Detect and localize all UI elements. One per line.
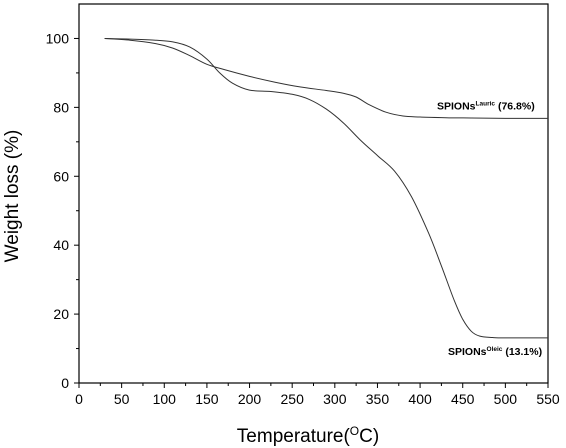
y-tick-label: 0 bbox=[61, 375, 69, 391]
y-tick-label: 100 bbox=[46, 30, 70, 46]
x-tick-label: 150 bbox=[195, 391, 219, 407]
y-tick-label: 60 bbox=[53, 168, 69, 184]
y-tick-label: 80 bbox=[53, 99, 69, 115]
x-tick-label: 0 bbox=[75, 391, 83, 407]
x-tick-label: 350 bbox=[366, 391, 390, 407]
series-label-oleic: SPIONsOleic (13.1%) bbox=[448, 346, 542, 358]
series-labels: SPIONsLauric (76.8%) SPIONsOleic (13.1%) bbox=[437, 100, 542, 357]
x-tick-label: 100 bbox=[153, 391, 177, 407]
y-tick-label: 40 bbox=[53, 237, 69, 253]
series-label-lauric: SPIONsLauric (76.8%) bbox=[437, 100, 535, 112]
x-tick-label: 400 bbox=[408, 391, 432, 407]
x-tick-label: 450 bbox=[451, 391, 475, 407]
plot-frame bbox=[78, 3, 549, 384]
y-tick-label: 20 bbox=[53, 306, 69, 322]
y-axis-title: Weight loss (%) bbox=[2, 130, 23, 263]
series-line-oleic bbox=[104, 38, 548, 339]
plot-axes: 0 50 100 150 200 250 300 350 400 450 500 550 0 20 40 60… bbox=[46, 3, 560, 407]
x-tick-label: 300 bbox=[323, 391, 347, 407]
x-tick-label: 50 bbox=[114, 391, 130, 407]
x-tick-label: 200 bbox=[238, 391, 262, 407]
x-tick-label: 250 bbox=[281, 391, 305, 407]
x-axis-title: Temperature(OC) bbox=[237, 424, 379, 447]
x-tick-label: 550 bbox=[536, 391, 560, 407]
series-layer bbox=[104, 38, 548, 339]
series-line-lauric bbox=[104, 38, 548, 119]
x-tick-label: 500 bbox=[494, 391, 518, 407]
